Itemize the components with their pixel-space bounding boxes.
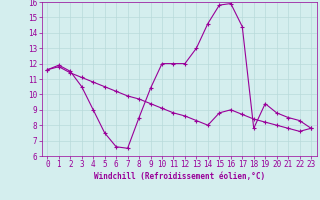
X-axis label: Windchill (Refroidissement éolien,°C): Windchill (Refroidissement éolien,°C) [94,172,265,181]
